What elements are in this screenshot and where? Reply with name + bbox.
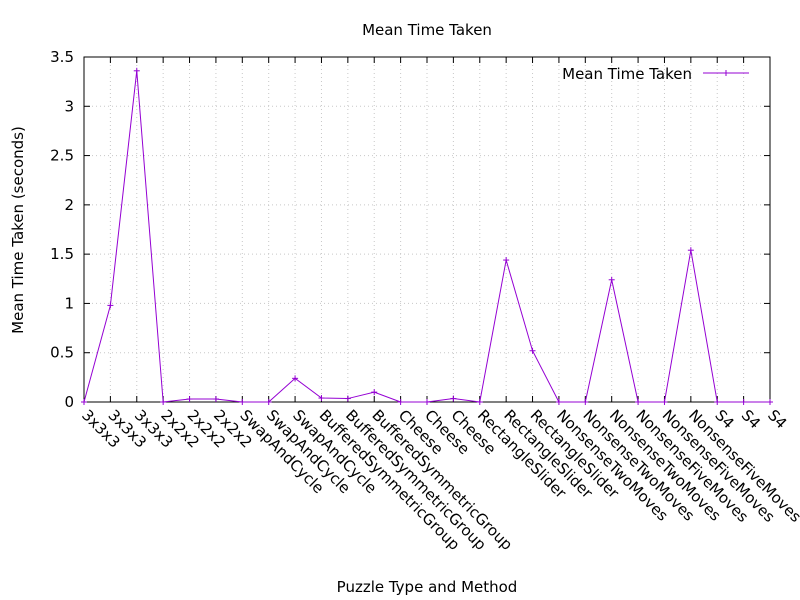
data-point <box>186 396 193 403</box>
y-tick-label: 0.5 <box>50 344 74 362</box>
y-tick-label: 3 <box>64 97 74 115</box>
legend-marker <box>723 70 729 76</box>
data-point <box>450 395 457 402</box>
data-point <box>608 276 615 283</box>
data-point <box>687 247 694 254</box>
y-tick-label: 3.5 <box>50 48 74 66</box>
y-axis: 0 0.5 1 1.5 2 2.5 3 3.5 <box>50 48 770 411</box>
data-point <box>344 395 351 402</box>
data-point <box>582 399 589 405</box>
grid <box>84 57 770 402</box>
x-axis-label: Puzzle Type and Method <box>337 578 518 596</box>
data-point <box>476 399 483 405</box>
data-point <box>81 399 87 405</box>
data-point <box>133 67 140 74</box>
y-tick-label: 2.5 <box>50 147 74 165</box>
y-tick-label: 1.5 <box>50 245 74 263</box>
data-point <box>529 347 536 354</box>
y-tick-label: 0 <box>64 393 74 411</box>
data-point <box>635 399 642 405</box>
y-axis-label: Mean Time Taken (seconds) <box>9 126 27 334</box>
chart-title: Mean Time Taken <box>362 21 492 39</box>
data-point <box>292 375 299 382</box>
legend: Mean Time Taken <box>562 65 749 83</box>
y-tick-label: 2 <box>64 196 74 214</box>
data-point <box>265 399 272 405</box>
data-point <box>371 389 378 396</box>
data-point <box>740 399 747 405</box>
data-point <box>714 399 721 405</box>
legend-label: Mean Time Taken <box>562 65 692 83</box>
data-point <box>160 399 167 405</box>
data-point <box>767 399 773 405</box>
data-point <box>503 257 510 264</box>
data-point <box>318 395 325 402</box>
data-point <box>661 399 668 405</box>
data-point <box>555 399 562 405</box>
data-point <box>212 396 219 403</box>
data-point <box>239 399 246 405</box>
series-layer <box>81 67 773 405</box>
data-point <box>397 399 404 405</box>
data-point <box>107 302 114 309</box>
data-point <box>424 399 430 405</box>
y-tick-label: 1 <box>64 294 74 312</box>
